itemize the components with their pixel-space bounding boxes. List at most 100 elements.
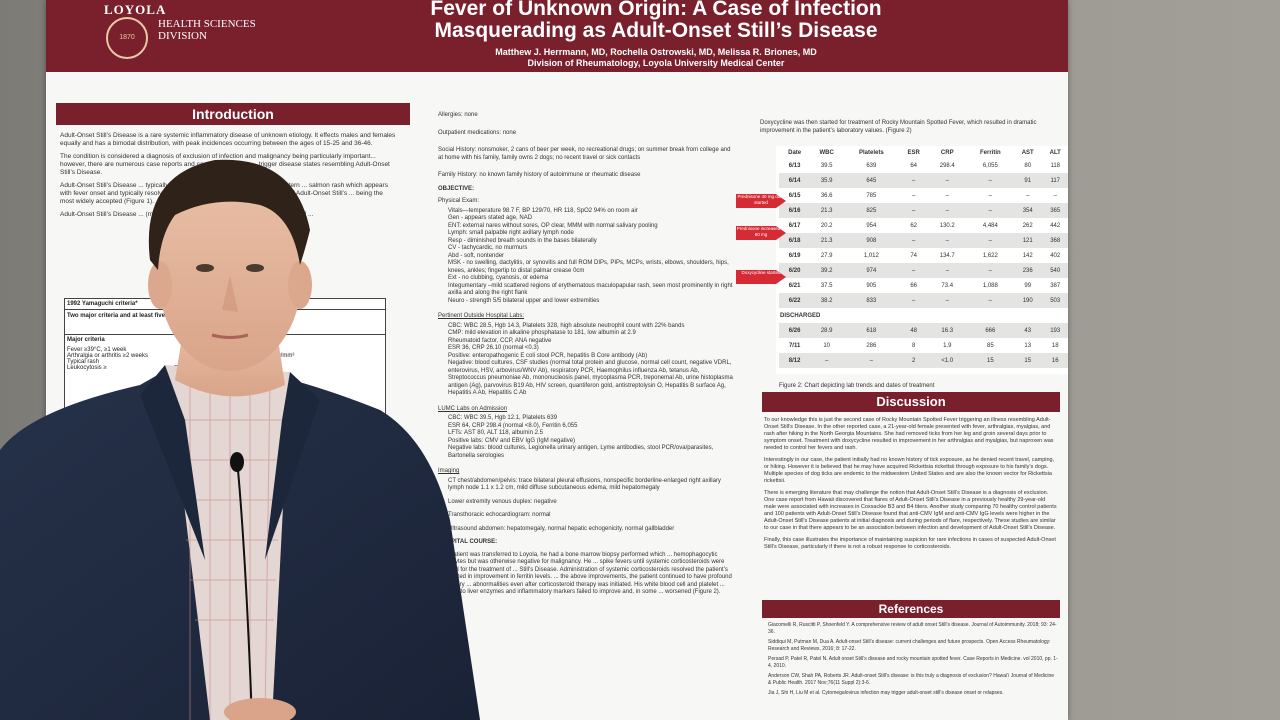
poster-title: Fever of Unknown Origin: A Case of Infec… <box>296 0 1016 42</box>
table-cell: 833 <box>843 293 900 308</box>
objective-heading: OBJECTIVE: <box>438 185 475 192</box>
outpatient-meds: Outpatient medications: none <box>438 129 517 136</box>
table-cell: 190 <box>1013 293 1042 308</box>
table-cell: 6/26 <box>779 323 811 338</box>
exam-item: Ext - no clubbing, cyanosis, or edema <box>448 275 549 281</box>
discharged-label: DISCHARGED <box>779 308 1068 323</box>
table-cell: 6/22 <box>779 293 811 308</box>
reference-item: Giacomelli R, Ruscitti P, Shoenfeld Y. A… <box>768 622 1057 635</box>
table-cell: – <box>927 173 967 188</box>
table-cell: – <box>966 293 1014 308</box>
prednisone-40-arrow: Prednisone 40 mg daily started <box>736 194 786 208</box>
table-cell: – <box>843 353 900 368</box>
lab-item: Positive labs: CMV and EBV IgG (IgM nega… <box>448 437 576 444</box>
intro-paragraph: Adult-Onset Still’s Disease is a rare sy… <box>60 132 396 147</box>
right-eye <box>246 264 264 272</box>
allergies: Allergies: none <box>438 112 478 118</box>
table-cell: – <box>927 233 967 248</box>
column-header: ESR <box>907 150 920 156</box>
exam-item: Vitals—temperature 98.7 F, BP 129/70, HR… <box>448 207 638 214</box>
table-cell: 193 <box>1041 323 1068 338</box>
table-cell: 21.3 <box>810 203 844 218</box>
division-name: HEALTH SCIENCES DIVISION <box>158 18 256 42</box>
table-cell: 16 <box>1041 353 1068 368</box>
exam-list: Vitals—temperature 98.7 F, BP 129/70, HR… <box>438 208 733 306</box>
table-cell: 825 <box>843 203 900 218</box>
table-cell: 66 <box>910 282 918 289</box>
table-row: 6/16 21.3 825– – –354 365 <box>779 203 1068 218</box>
table-cell: 118 <box>1050 162 1061 169</box>
imaging-list: CT chest/abdomen/pelvis: trace bilateral… <box>438 478 733 534</box>
table-cell: – <box>899 263 928 278</box>
table-cell: 80 <box>1024 162 1032 169</box>
lab-item: CMP: mild elevation in alkaline phosphat… <box>448 330 636 336</box>
table-cell: 6/21 <box>788 282 801 289</box>
table-cell: 639 <box>866 162 877 169</box>
major-criteria-heading: Major criteria <box>67 337 105 343</box>
table-cell: – <box>899 173 928 188</box>
left-ear <box>148 261 172 309</box>
doxycycline-intro: Doxycycline was then started for treatme… <box>760 120 1037 134</box>
outside-labs-list: CBC: WBC 28.5, Hgb 14.3, Platelets 328, … <box>438 323 733 398</box>
exam-item: Integumentary –mild scattered regions of… <box>448 282 733 297</box>
table-cell: 142 <box>1022 252 1033 259</box>
table-cell: 99 <box>1024 282 1032 289</box>
author-list: Matthew J. Herrmann, MD, Rochella Ostrow… <box>495 47 817 57</box>
table-cell: 503 <box>1041 293 1068 308</box>
right-lapel <box>265 372 320 560</box>
discussion-paragraph: Interestingly in our case, the patient i… <box>764 457 1055 484</box>
table-cell: 1,622 <box>982 252 998 259</box>
title-line-1: Fever of Unknown Origin: A Case of Infec… <box>430 0 882 20</box>
column-header: AST <box>1021 150 1034 156</box>
table-cell: 1,088 <box>982 282 998 289</box>
lab-item: LFTs: AST 80, ALT 118, albumin 2.5 <box>448 430 543 436</box>
table-cell: 74 <box>910 252 918 259</box>
prednisone-80-arrow: Prednisone increased to 80 mg <box>736 226 786 240</box>
introduction-heading: Introduction <box>56 103 410 125</box>
table-cell: – <box>945 192 949 199</box>
table-cell: 85 <box>987 342 994 349</box>
column-header: ALT <box>1049 150 1061 156</box>
lavalier-cable <box>237 469 253 720</box>
table-cell: 785 <box>866 192 877 199</box>
column-header: CRP <box>940 150 954 156</box>
exam-item: ENT: external nares without sores, OP cl… <box>448 222 658 229</box>
table-cell: – <box>927 293 967 308</box>
mouth <box>211 333 249 339</box>
imaging-item: Ultrasound abdomen: hepatomegaly, normal… <box>448 525 675 532</box>
doxycycline-arrow: Doxycycline started <box>736 270 786 284</box>
patient-history: Allergies: none Outpatient medications: … <box>438 112 733 602</box>
table-cell: 28.9 <box>810 323 844 338</box>
left-eye <box>196 264 214 272</box>
discussion-text: To our knowledge this is just the second… <box>764 417 1058 556</box>
table-row: 6/20 39.2 974– – –236 540 <box>779 263 1068 278</box>
table-cell: 6/16 <box>779 203 811 218</box>
table-cell: 15 <box>1013 353 1042 368</box>
course-heading: HOSPITAL COURSE: <box>438 539 498 545</box>
table-cell: 540 <box>1041 263 1068 278</box>
table-cell: 387 <box>1050 282 1061 289</box>
reference-item: Persad P, Patel R, Patel N. Adult onset … <box>768 656 1058 669</box>
table-cell: 1,012 <box>863 252 879 259</box>
hair <box>148 159 310 270</box>
family-history: Family History: no known family history … <box>438 172 641 178</box>
major-criterion: Typical rash <box>67 359 100 365</box>
table-cell: 298.4 <box>939 162 955 169</box>
table-cell: 20.2 <box>820 222 833 229</box>
title-line-2: Masquerading as Adult-Onset Still’s Dise… <box>434 19 878 42</box>
table-cell: 16.3 <box>927 323 967 338</box>
table-cell: 666 <box>966 323 1014 338</box>
table-cell: 6/18 <box>779 233 811 248</box>
exam-item: Neuro - strength 5/5 bilateral upper and… <box>448 297 600 304</box>
table-cell: – <box>912 192 916 199</box>
table-cell: 35.9 <box>810 173 844 188</box>
table-cell: 48 <box>899 323 928 338</box>
lab-item: Rheumatoid factor, CCP, ANA negative <box>448 337 552 344</box>
dress-shirt <box>165 365 290 720</box>
table-cell: 43 <box>1013 323 1042 338</box>
table-cell: 6/13 <box>788 162 801 169</box>
table-cell: – <box>966 173 1014 188</box>
column-header: Ferritin <box>980 150 1001 156</box>
exam-item: Abd - soft, nontender <box>448 252 505 259</box>
